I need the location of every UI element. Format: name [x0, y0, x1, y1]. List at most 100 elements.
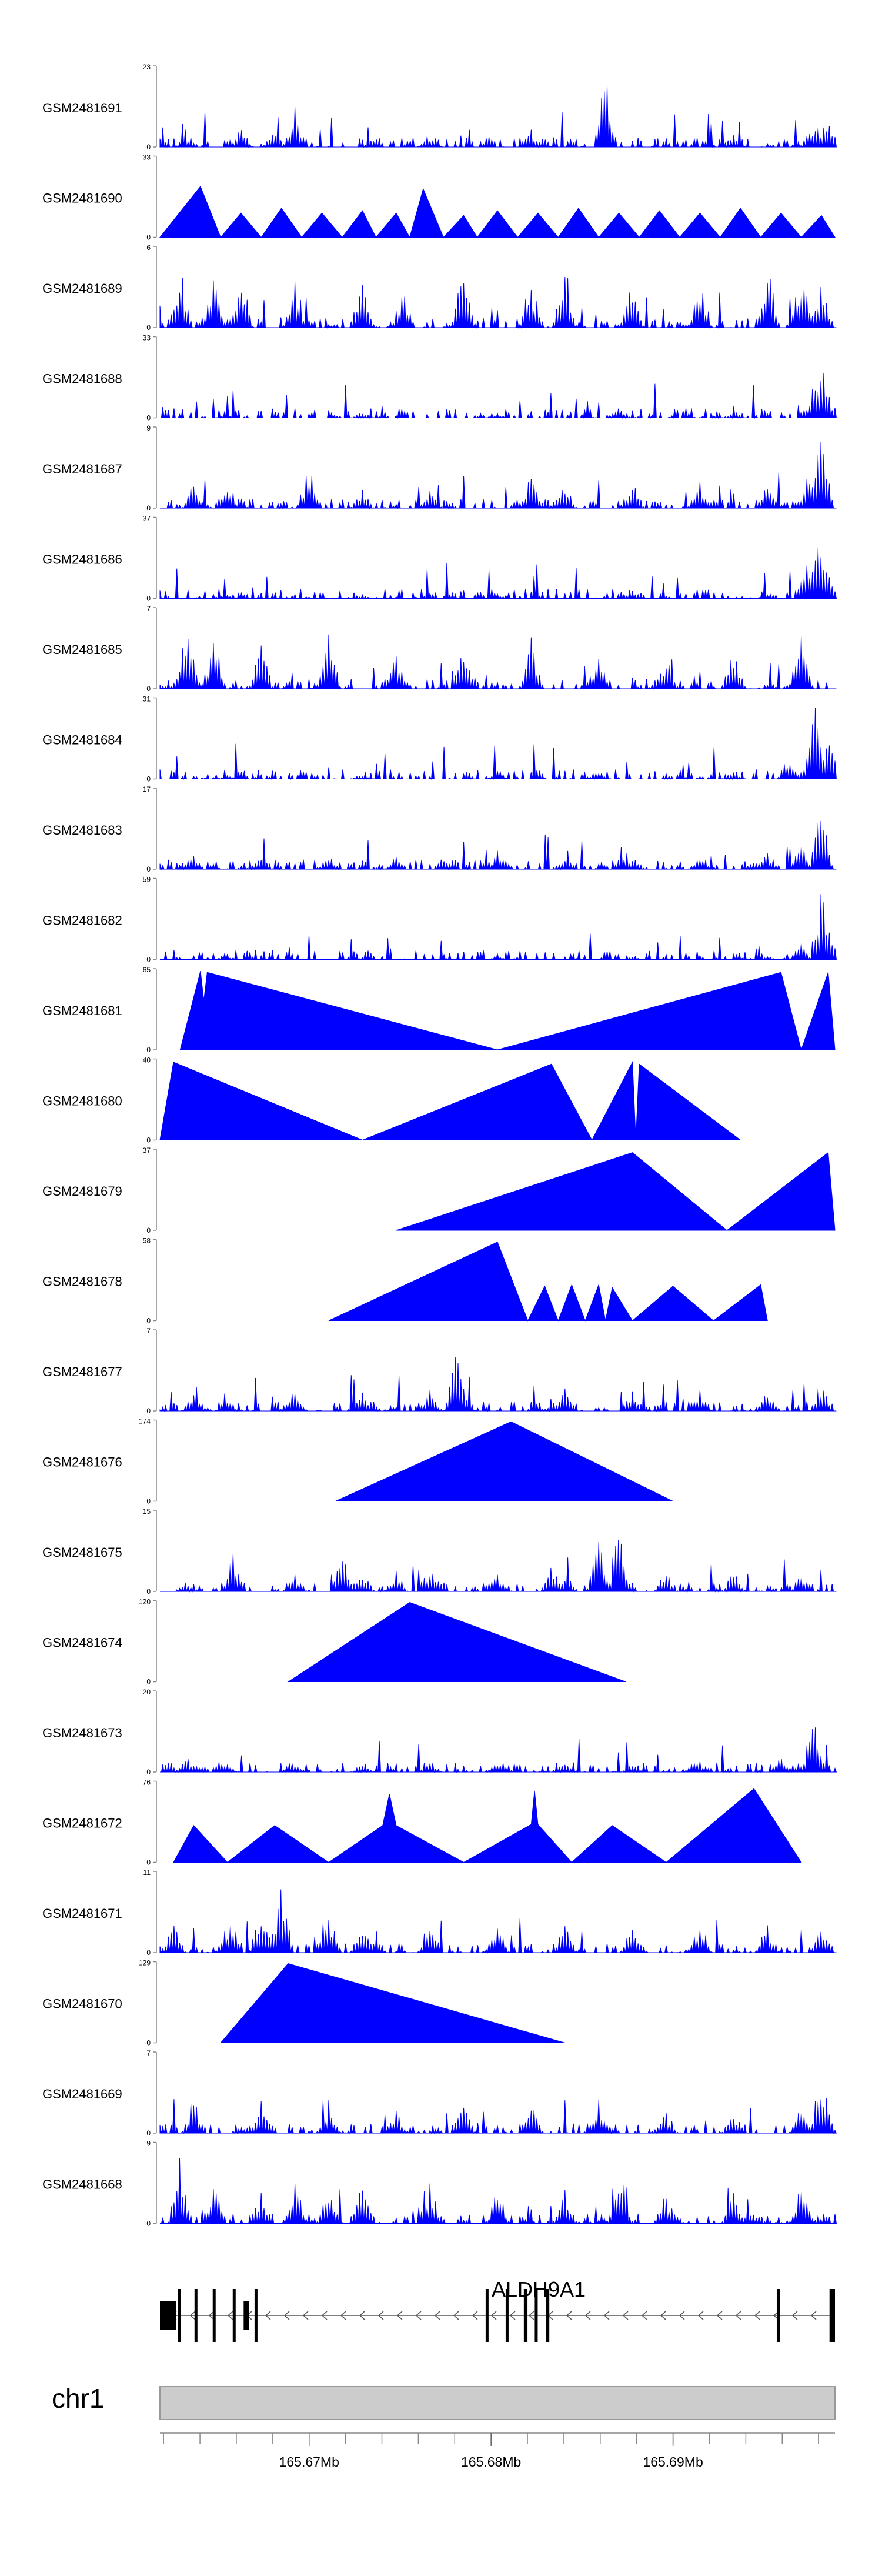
track-GSM2481684: GSM2481684 31 0 [42, 695, 837, 783]
y-max-label: 9 [146, 424, 151, 432]
track-GSM2481686: GSM2481686 37 0 [42, 515, 837, 603]
exon-block [485, 2289, 489, 2342]
y-min-label: 0 [146, 1136, 151, 1144]
track-GSM2481677: GSM2481677 7 0 [42, 1327, 837, 1415]
track-GSM2481687: GSM2481687 9 0 [42, 424, 837, 512]
strand-arrow-icon [227, 2311, 233, 2320]
track-label: GSM2481684 [42, 733, 122, 748]
y-max-label: 40 [143, 1056, 151, 1065]
y-max-label: 7 [146, 2049, 151, 2057]
coverage-area [159, 2098, 837, 2134]
track-GSM2481673: GSM2481673 20 0 [42, 1688, 837, 1776]
track-GSM2481689: GSM2481689 6 0 [42, 243, 837, 332]
strand-arrow-icon [660, 2311, 666, 2320]
track-label: GSM2481682 [42, 913, 122, 928]
y-max-label: 7 [146, 605, 151, 613]
y-max-label: 120 [139, 1598, 151, 1606]
track-label: GSM2481679 [42, 1184, 122, 1199]
track-GSM2481691: GSM2481691 23 0 [42, 63, 837, 151]
track-GSM2481670: GSM2481670 129 0 [42, 1959, 565, 2047]
strand-arrow-icon [434, 2311, 440, 2320]
track-label: GSM2481672 [42, 1816, 122, 1831]
y-min-label: 0 [146, 143, 151, 151]
y-max-label: 76 [143, 1778, 151, 1787]
y-max-label: 174 [139, 1417, 151, 1426]
coverage-area [160, 1727, 837, 1773]
coverage-area [159, 186, 836, 238]
y-min-label: 0 [146, 1858, 151, 1867]
y-min-label: 0 [146, 685, 151, 693]
y-min-label: 0 [146, 1317, 151, 1325]
track-label: GSM2481669 [42, 2087, 122, 2101]
strand-arrow-icon [453, 2311, 459, 2320]
y-max-label: 37 [143, 515, 151, 523]
strand-arrow-icon [679, 2311, 685, 2320]
y-min-label: 0 [146, 1587, 151, 1596]
y-min-label: 0 [146, 1768, 151, 1776]
coverage-area [159, 1357, 837, 1412]
track-label: GSM2481673 [42, 1726, 122, 1740]
track-label: GSM2481688 [42, 372, 122, 386]
y-min-label: 0 [146, 1948, 151, 1957]
strand-arrow-icon [377, 2311, 384, 2320]
coverage-area [160, 442, 837, 509]
strand-arrow-icon [189, 2311, 196, 2320]
track-GSM2481675: GSM2481675 15 0 [42, 1507, 837, 1596]
y-max-label: 31 [143, 695, 151, 703]
y-max-label: 33 [143, 154, 151, 162]
track-label: GSM2481685 [42, 642, 122, 657]
chromosome-label: chr1 [52, 2383, 104, 2414]
track-GSM2481674: GSM2481674 120 0 [42, 1598, 626, 1686]
strand-arrow-icon [415, 2311, 422, 2320]
y-max-label: 65 [143, 966, 151, 974]
track-label: GSM2481675 [42, 1545, 122, 1560]
coverage-area [160, 373, 837, 419]
y-max-label: 11 [143, 1868, 151, 1877]
track-label: GSM2481680 [42, 1094, 122, 1109]
exon-block [212, 2289, 216, 2342]
track-label: GSM2481678 [42, 1274, 122, 1289]
coverage-area [159, 548, 837, 600]
strand-arrow-icon [716, 2311, 723, 2320]
exon-block [829, 2289, 835, 2342]
track-GSM2481683: GSM2481683 17 0 [42, 785, 837, 873]
axis-tick-label: 165.69Mb [643, 2454, 703, 2470]
track-label: GSM2481674 [42, 1636, 122, 1650]
y-min-label: 0 [146, 2129, 151, 2137]
y-min-label: 0 [146, 1497, 151, 1506]
strand-arrow-icon [359, 2311, 365, 2320]
strand-arrow-icon [265, 2311, 271, 2320]
coverage-tracks: GSM2481691230GSM2481690330GSM248168960GS… [42, 63, 837, 2228]
strand-arrow-icon [603, 2311, 610, 2320]
y-min-label: 0 [146, 1678, 151, 1686]
axis-tick-label: 165.67Mb [279, 2454, 339, 2470]
y-min-label: 0 [146, 865, 151, 873]
track-label: GSM2481691 [42, 101, 122, 115]
y-max-label: 6 [146, 243, 151, 252]
strand-arrow-icon [340, 2311, 346, 2320]
coverage-area [173, 1788, 802, 1863]
strand-arrow-icon [791, 2311, 798, 2320]
y-max-label: 129 [139, 1959, 151, 1967]
strand-arrow-icon [566, 2311, 572, 2320]
y-min-label: 0 [146, 1046, 151, 1054]
coverage-area [287, 1602, 626, 1682]
track-label: GSM2481686 [42, 552, 122, 567]
track-GSM2481681: GSM2481681 65 0 [42, 966, 836, 1054]
coverage-area [220, 1963, 565, 2043]
y-min-label: 0 [146, 504, 151, 512]
strand-arrow-icon [208, 2311, 215, 2320]
y-max-label: 59 [143, 876, 151, 884]
track-label: GSM2481690 [42, 191, 122, 206]
coverage-area [159, 277, 837, 329]
y-min-label: 0 [146, 233, 151, 242]
track-label: GSM2481670 [42, 1997, 122, 2011]
strand-arrow-icon [697, 2311, 704, 2320]
coverage-area [160, 2158, 837, 2225]
track-GSM2481672: GSM2481672 76 0 [42, 1778, 802, 1867]
strand-arrow-icon [584, 2311, 591, 2320]
coverage-area [335, 1421, 673, 1501]
strand-arrow-icon [641, 2311, 647, 2320]
track-label: GSM2481676 [42, 1455, 122, 1470]
